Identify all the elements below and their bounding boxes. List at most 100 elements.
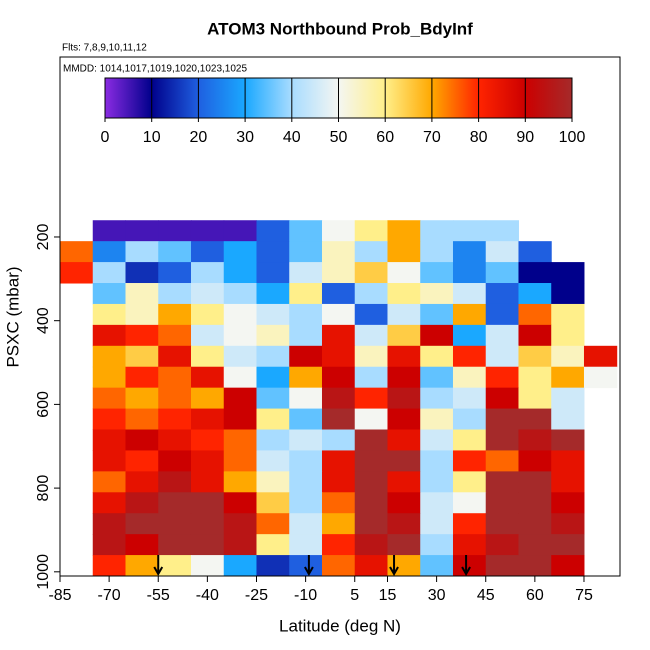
heatmap-cell: [452, 387, 487, 410]
colorbar-tick-label: 100: [559, 129, 586, 146]
heatmap-cell: [92, 283, 126, 305]
heatmap-cell: [321, 534, 356, 556]
heatmap-cell: [92, 513, 126, 535]
heatmap-cell: [354, 303, 388, 326]
colorbar-tick-label: 60: [376, 129, 394, 146]
heatmap-cell: [190, 492, 225, 514]
heatmap-cell: [387, 534, 421, 556]
heatmap-cell: [289, 429, 323, 451]
heatmap-cell: [420, 366, 454, 389]
heatmap-cell: [551, 471, 585, 493]
heatmap-cell: [452, 283, 487, 305]
heatmap-cell: [256, 303, 290, 326]
heatmap-cell: [158, 429, 192, 451]
heatmap-cell: [387, 555, 421, 577]
heatmap-cell: [256, 513, 290, 535]
heatmap-cell: [387, 220, 421, 242]
heatmap-cell: [354, 387, 388, 410]
heatmap-cell: [354, 492, 388, 514]
heatmap-cell: [125, 534, 159, 556]
heatmap-cell: [387, 408, 421, 431]
colorbar-tick-label: 50: [330, 129, 348, 146]
heatmap-cell: [551, 345, 585, 368]
heatmap-cell: [518, 471, 552, 493]
arrow-head: [389, 566, 399, 577]
heatmap-cell: [158, 220, 192, 242]
heatmap-cell: [223, 283, 257, 305]
heatmap-cell: [256, 534, 290, 556]
heatmap-cell: [387, 429, 421, 451]
x-tick-label: 60: [526, 587, 544, 604]
heatmap-cell: [354, 450, 388, 472]
x-tick-label: 5: [350, 587, 359, 604]
heatmap-cell: [452, 262, 487, 284]
heatmap-cell: [92, 366, 126, 389]
heatmap-cell: [452, 408, 487, 431]
heatmap-cell: [354, 324, 388, 347]
heatmap-cell: [289, 492, 323, 514]
heatmap-cell: [321, 220, 356, 242]
heatmap-cell: [60, 241, 94, 263]
heatmap-cell: [223, 429, 257, 451]
heatmap-cell: [518, 429, 552, 451]
heatmap-cell: [223, 303, 257, 326]
heatmap-cell: [420, 387, 454, 410]
heatmap-cell: [485, 241, 519, 263]
heatmap-cell: [289, 241, 323, 263]
heatmap-cell: [452, 241, 487, 263]
heatmap-cell: [223, 450, 257, 472]
heatmap-cell: [125, 450, 159, 472]
x-tick-label: -85: [48, 587, 71, 604]
x-tick-label: -40: [196, 587, 219, 604]
heatmap-cell: [485, 345, 519, 368]
heatmap-cell: [256, 471, 290, 493]
heatmap-cell: [190, 283, 225, 305]
heatmap-cell: [518, 324, 552, 347]
y-tick-label: 400: [35, 307, 52, 334]
heatmap-cell: [125, 345, 159, 368]
heatmap-cell: [223, 220, 257, 242]
heatmap-cell: [92, 345, 126, 368]
heatmap-cell: [583, 345, 618, 368]
heatmap-cell: [354, 471, 388, 493]
heatmap-cell: [485, 492, 519, 514]
colorbar-tick-label: 10: [143, 129, 161, 146]
heatmap-cell: [518, 262, 552, 284]
x-tick-label: 30: [428, 587, 446, 604]
heatmap-cell: [223, 324, 257, 347]
heatmap-cell: [158, 283, 192, 305]
heatmap-cell: [485, 513, 519, 535]
heatmap-cell: [551, 555, 585, 577]
heatmap-cell: [158, 534, 192, 556]
heatmap-cell: [420, 241, 454, 263]
x-tick-label: -25: [245, 587, 268, 604]
heatmap-cell: [223, 534, 257, 556]
heatmap-cell: [551, 324, 585, 347]
heatmap-cell: [420, 324, 454, 347]
colorbar-tick-label: 0: [101, 129, 110, 146]
heatmap-cell: [158, 241, 192, 263]
x-tick-label: -55: [147, 587, 170, 604]
heatmap-cell: [289, 324, 323, 347]
heatmap-cell: [289, 345, 323, 368]
heatmap-cell: [125, 471, 159, 493]
chart-title: ATOM3 Northbound Prob_BdyInf: [207, 19, 473, 38]
heatmap-cell: [125, 492, 159, 514]
arrow-head: [461, 566, 471, 577]
heatmap-cell: [289, 220, 323, 242]
heatmap-cell: [551, 513, 585, 535]
heatmap-cell: [518, 513, 552, 535]
heatmap-cell: [420, 429, 454, 451]
heatmap-cell: [92, 429, 126, 451]
heatmap-cell: [354, 241, 388, 263]
heatmap-cell: [92, 220, 126, 242]
heatmap-cell: [452, 471, 487, 493]
heatmap-cell: [256, 283, 290, 305]
heatmap-cell: [387, 471, 421, 493]
heatmap-cell: [452, 303, 487, 326]
heatmap: [60, 220, 618, 577]
heatmap-cell: [190, 513, 225, 535]
heatmap-cell: [125, 283, 159, 305]
heatmap-cell: [158, 408, 192, 431]
